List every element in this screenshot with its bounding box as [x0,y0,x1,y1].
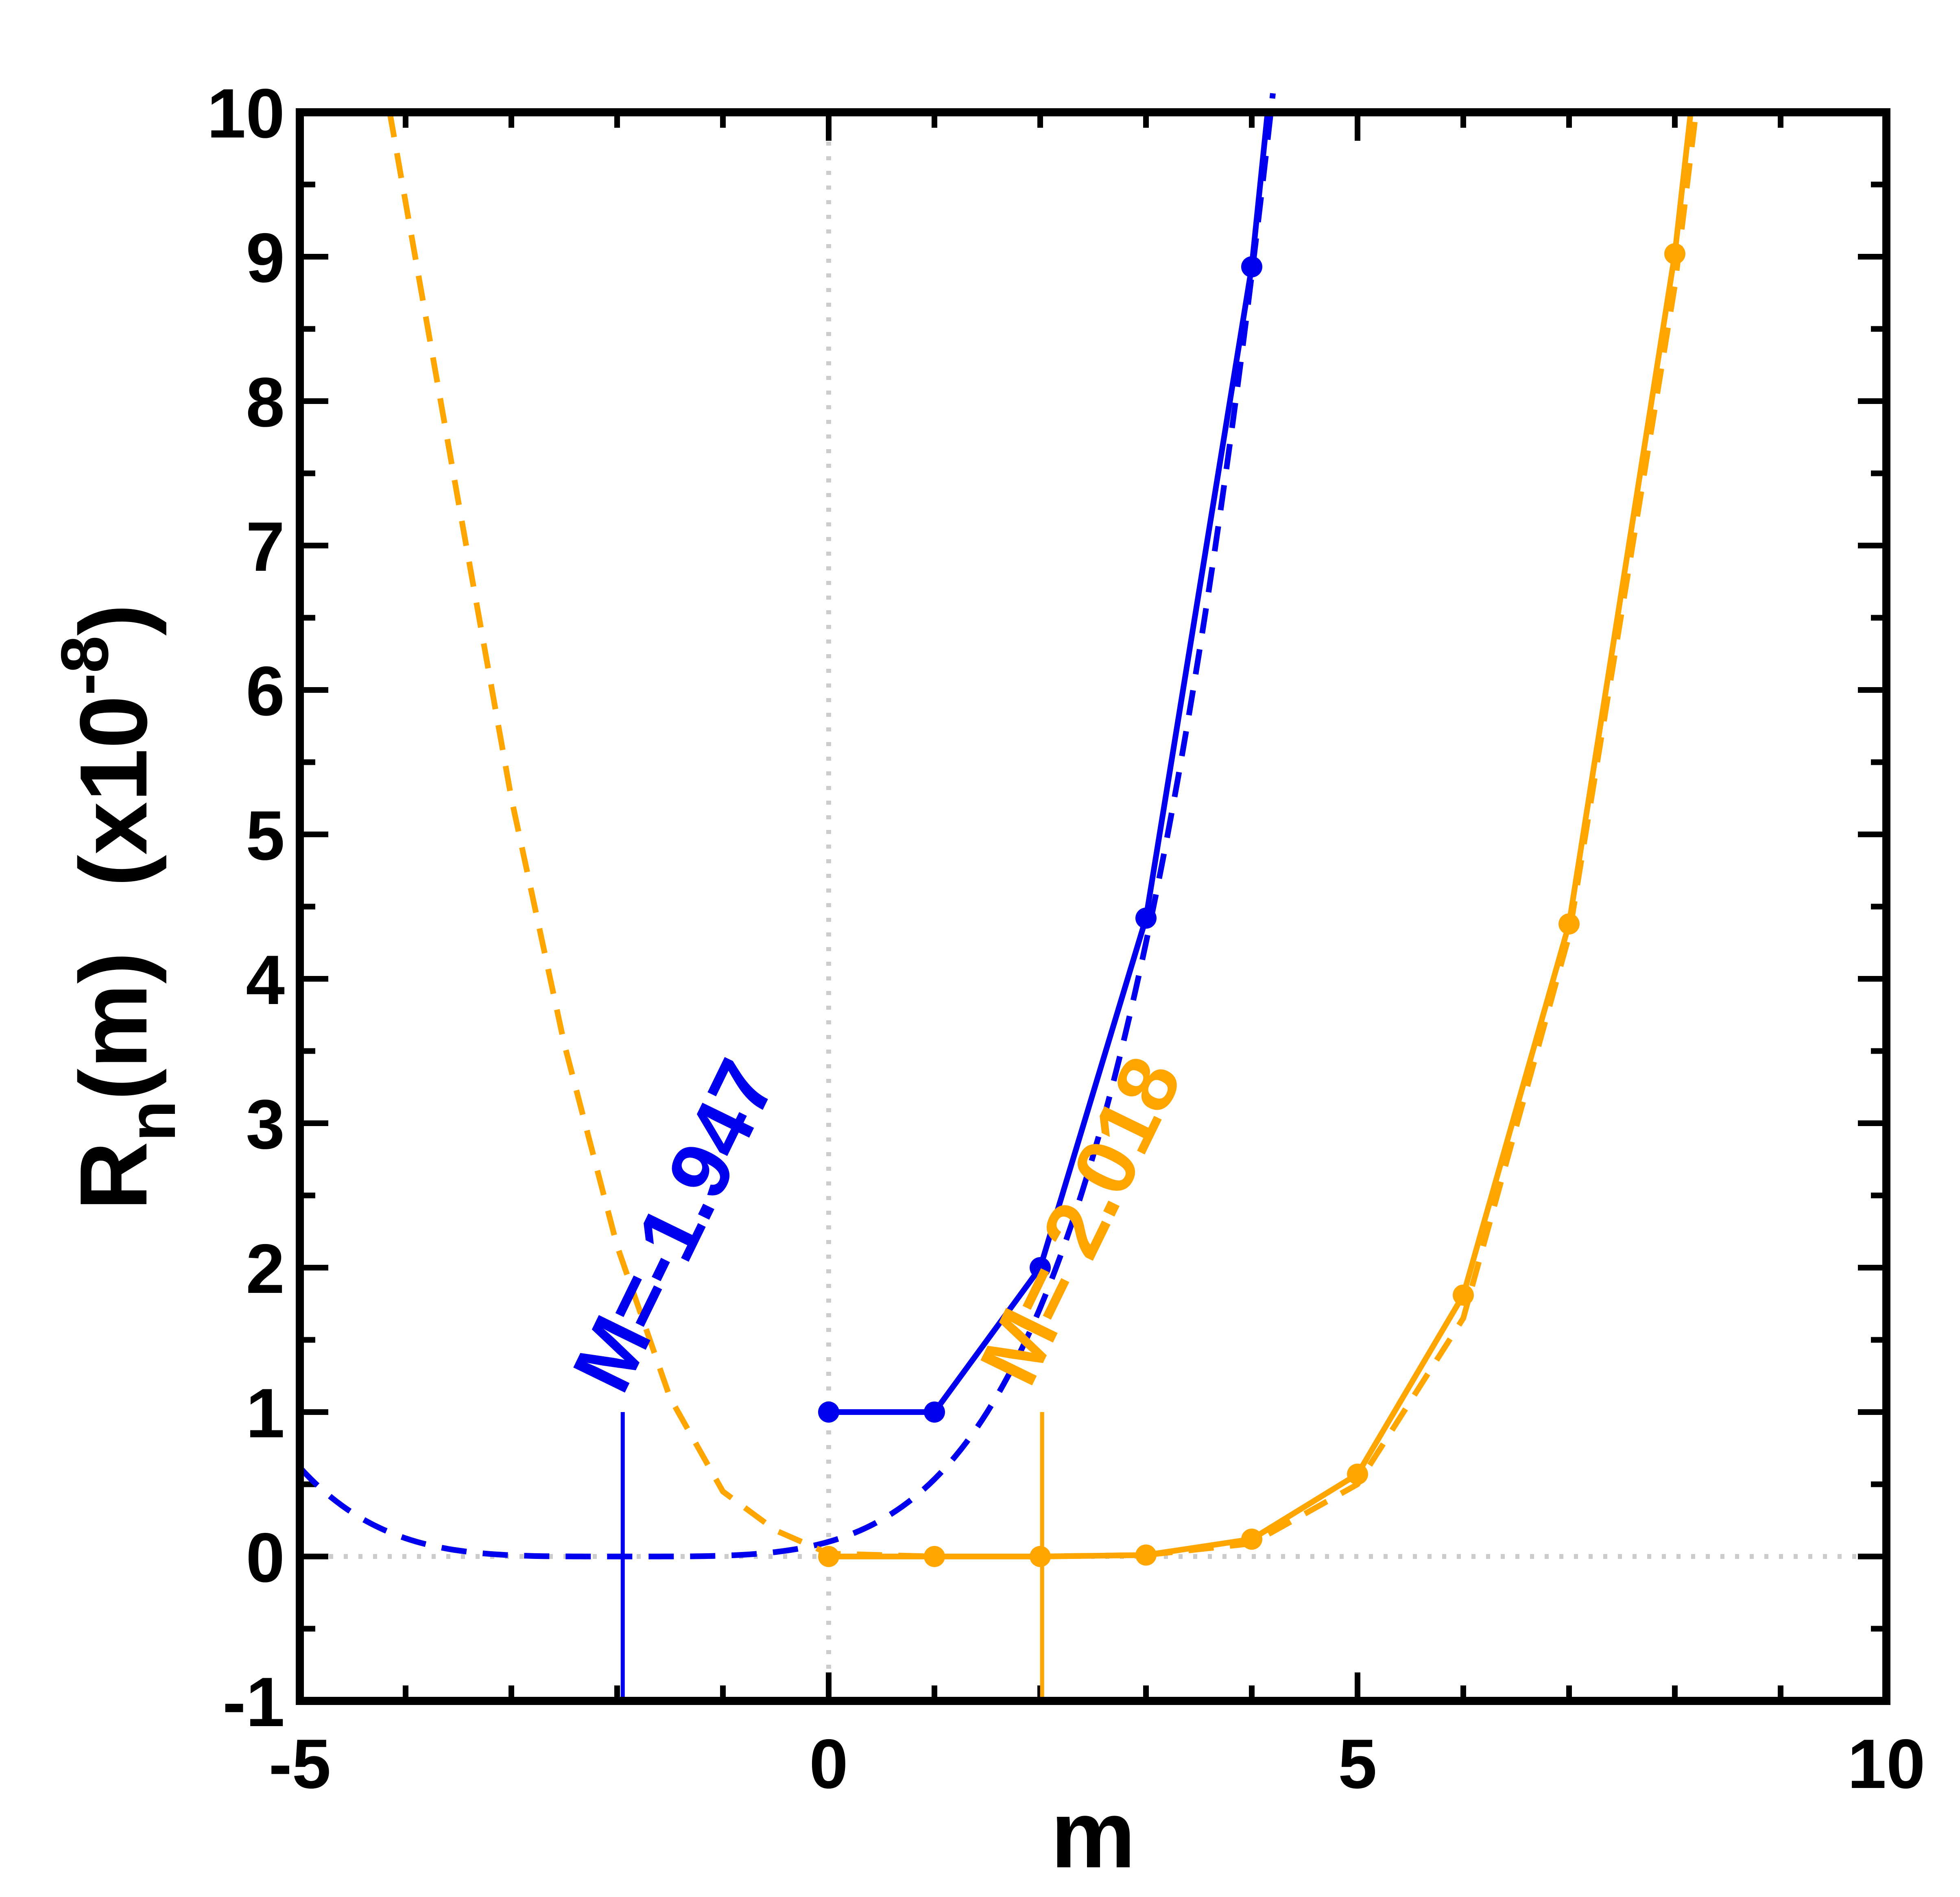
orange-data-point [1241,1528,1262,1550]
orange-data-point [1135,1544,1157,1566]
blue-data-point [1135,907,1157,929]
y-tick-label: -1 [223,1663,285,1741]
y-tick-label: 2 [246,1230,285,1308]
series-blue-fit-line [297,93,1276,1559]
x-axis-title: m [1051,1781,1136,1888]
y-title-scale-suffix: ) [60,604,167,635]
svg-text:Rn(m)(x10-8): Rn(m) (x10-8) [47,604,189,1210]
orange-data-point [1030,1546,1051,1567]
blue-data-point [1030,1257,1051,1278]
series-layer [297,93,1699,1559]
y-axis-title: Rn(m) (x10-8) [47,604,189,1210]
x-tick-label: -5 [269,1725,331,1803]
y-tick-label: 3 [246,1085,285,1164]
y-tick-label: 1 [246,1374,285,1452]
y-tick-label: 8 [246,363,285,441]
series-blue-data-line [829,112,1270,1415]
y-tick-label: 4 [246,941,285,1019]
y-tick-label: 10 [207,74,285,153]
axis-ticks [297,109,1889,1704]
orange-data-point [924,1546,945,1567]
y-tick-label: 6 [246,652,285,730]
blue-data-point [924,1401,945,1423]
x-tick-label: 0 [809,1725,848,1803]
y-title-suffix: (m) [60,952,167,1100]
orange-data-point [1558,913,1580,935]
y-tick-label: 9 [246,219,285,297]
y-title-scale-exponent: -8 [47,636,122,696]
x-tick-label: 5 [1338,1725,1377,1803]
x-tick-label: 10 [1847,1725,1925,1803]
y-tick-label: 0 [246,1519,285,1597]
y-tick-label: 7 [246,508,285,586]
y-tick-label: 5 [246,797,285,875]
y-title-subscript: n [114,1100,189,1142]
y-title-scale-prefix: (x10 [60,695,167,886]
orange-data-point [818,1546,839,1567]
orange-data-point [1453,1284,1474,1306]
orange-data-point [1347,1463,1368,1485]
blue-data-point [1241,256,1262,277]
y-title-main: R [60,1142,167,1211]
orange-data-point [1664,243,1685,264]
points-layer [818,243,1685,1567]
blue-data-point [818,1401,839,1423]
series-orange-data-line [829,112,1694,1559]
plot-frame [296,108,1890,1705]
tick-labels: -5 0 5 10 -1 0 1 2 3 4 5 6 7 8 9 10 [207,74,1925,1803]
